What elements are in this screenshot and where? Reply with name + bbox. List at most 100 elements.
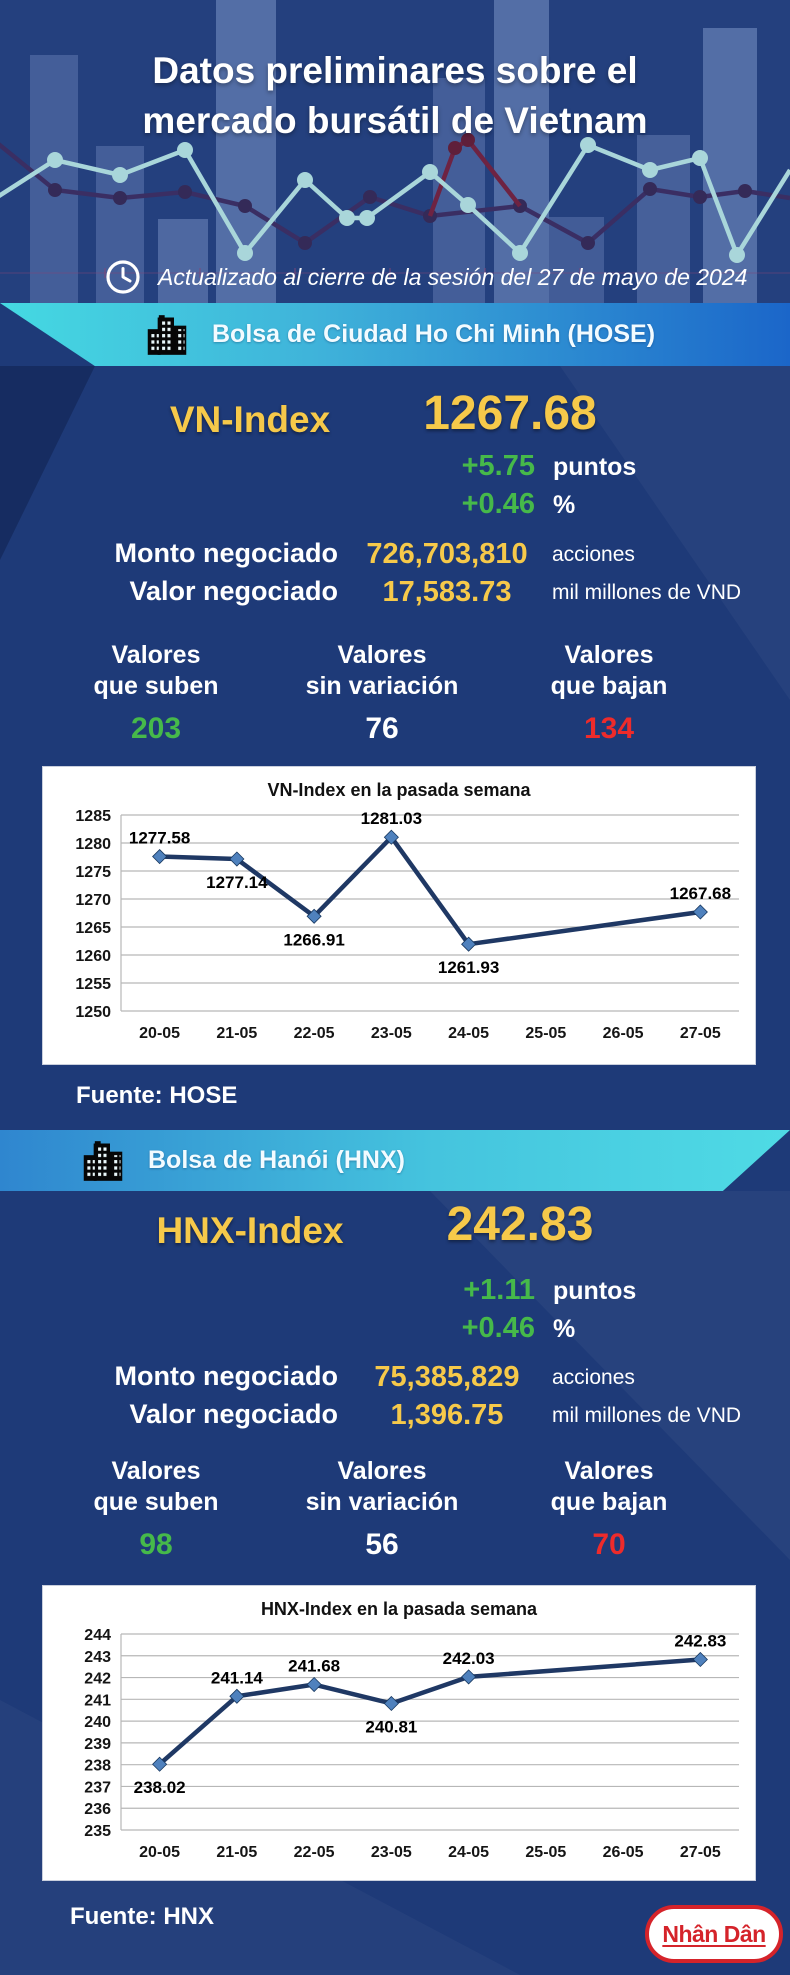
vn-change-points-row: +5.75 puntos xyxy=(415,450,755,483)
vn-stats-row: Valores que suben 203 Valores sin variac… xyxy=(0,640,790,780)
vn-volume-label: Monto negociado xyxy=(114,538,338,568)
svg-text:239: 239 xyxy=(84,1736,111,1753)
vn-volume-unit: acciones xyxy=(552,543,635,566)
svg-text:1255: 1255 xyxy=(75,976,111,993)
vn-change-points-unit: puntos xyxy=(553,453,637,481)
vn-turnover-value: 17,583.73 xyxy=(382,576,512,608)
svg-text:241: 241 xyxy=(84,1692,111,1709)
svg-text:241.14: 241.14 xyxy=(211,1668,264,1687)
svg-text:236: 236 xyxy=(84,1801,111,1818)
decor-teal-line xyxy=(0,137,790,263)
vn-decliners-value: 134 xyxy=(583,712,635,745)
hnx-volume-value: 75,385,829 xyxy=(374,1361,520,1393)
hnx-change-percent: +0.46 xyxy=(461,1312,535,1344)
svg-text:25-05: 25-05 xyxy=(525,1844,566,1861)
hnx-unchanged: Valores sin variación 56 xyxy=(282,1456,482,1562)
hnx-volume-label: Monto negociado xyxy=(114,1361,338,1391)
vn-turnover-unit: mil millones de VND xyxy=(552,581,742,604)
hnx-advancers-value: 98 xyxy=(139,1528,173,1561)
vn-index-weekly-chart: 1250 1255 1260 1265 1270 1275 1280 1285 20-05 21-… xyxy=(75,808,739,1042)
vn-index-label: VN-Index xyxy=(169,399,331,440)
hnx-change-percent-unit: % xyxy=(553,1315,576,1343)
page-title-line2: mercado bursátil de Vietnam xyxy=(142,100,648,141)
hnx-stats-row: Valores que suben 98 Valores sin variaci… xyxy=(0,1456,790,1596)
svg-text:1265: 1265 xyxy=(75,920,111,937)
svg-text:24-05: 24-05 xyxy=(448,1844,489,1861)
svg-text:241.68: 241.68 xyxy=(288,1657,340,1676)
svg-text:242.03: 242.03 xyxy=(443,1649,495,1668)
svg-text:1261.93: 1261.93 xyxy=(438,958,499,977)
svg-text:1277.14: 1277.14 xyxy=(206,873,268,892)
hnx-change-points: +1.11 xyxy=(463,1274,535,1306)
vn-chart-title: VN-Index en la pasada semana xyxy=(267,780,531,800)
building-icon xyxy=(83,1140,123,1181)
hnx-index-chart-card: HNX-Index en la pasada semana 235 236 237 2… xyxy=(42,1585,756,1881)
hose-source: Fuente: HOSE xyxy=(76,1082,238,1109)
hnx-turnover-value: 1,396.75 xyxy=(390,1399,504,1431)
hnx-source: Fuente: HNX xyxy=(70,1903,214,1930)
hnx-index-value: 242.83 xyxy=(446,1198,594,1251)
hose-banner-label: Bolsa de Ciudad Ho Chi Minh (HOSE) xyxy=(212,320,656,348)
svg-text:1267.68: 1267.68 xyxy=(670,884,731,903)
vn-change-points: +5.75 xyxy=(461,450,535,482)
svg-text:242.83: 242.83 xyxy=(674,1631,726,1650)
hnx-index-weekly-chart: 235 236 237 238 239 240 241 242 243 244 20-05 21-05… xyxy=(84,1627,739,1861)
svg-text:1270: 1270 xyxy=(75,892,111,909)
svg-text:238.02: 238.02 xyxy=(134,1778,186,1797)
svg-text:238: 238 xyxy=(84,1758,111,1775)
vn-volume-row: Monto negociado 726,703,810 acciones xyxy=(0,538,790,574)
vn-change-percent: +0.46 xyxy=(461,488,535,520)
hnx-change-points-row: +1.11 puntos xyxy=(415,1274,755,1307)
svg-text:1250: 1250 xyxy=(75,1004,111,1021)
svg-text:1277.58: 1277.58 xyxy=(129,829,190,848)
svg-text:1281.03: 1281.03 xyxy=(361,809,422,828)
hnx-volume-unit: acciones xyxy=(552,1366,635,1389)
svg-text:23-05: 23-05 xyxy=(371,1844,412,1861)
hnx-decliners-value: 70 xyxy=(592,1528,626,1561)
svg-text:243: 243 xyxy=(84,1649,111,1666)
hnx-index-label: HNX-Index xyxy=(156,1210,344,1251)
page-title-line1: Datos preliminares sobre el xyxy=(152,50,638,91)
hnx-change-percent-row: +0.46 % xyxy=(415,1312,755,1345)
hnx-change-points-unit: puntos xyxy=(553,1277,637,1305)
vn-index-chart-card: VN-Index en la pasada semana 1250 1255 126… xyxy=(42,766,756,1065)
vn-change-percent-unit: % xyxy=(553,491,576,519)
nhan-dan-logo-text: Nhân Dân xyxy=(662,1920,766,1947)
header-chart-decoration xyxy=(0,0,790,303)
svg-text:240.81: 240.81 xyxy=(365,1717,417,1736)
svg-text:27-05: 27-05 xyxy=(680,1844,721,1861)
svg-text:22-05: 22-05 xyxy=(294,1025,335,1042)
nhan-dan-logo: Nhân Dân xyxy=(645,1905,783,1963)
vn-index-value: 1267.68 xyxy=(423,387,597,440)
svg-text:1260: 1260 xyxy=(75,948,111,965)
svg-text:1266.91: 1266.91 xyxy=(283,930,344,949)
svg-text:21-05: 21-05 xyxy=(216,1844,257,1861)
hnx-volume-row: Monto negociado 75,385,829 acciones xyxy=(0,1361,790,1397)
vn-change-percent-row: +0.46 % xyxy=(415,488,755,521)
svg-text:26-05: 26-05 xyxy=(603,1844,644,1861)
page-title: Datos preliminares sobre el mercado burs… xyxy=(0,46,790,146)
svg-text:237: 237 xyxy=(84,1779,111,1796)
hose-banner: Bolsa de Ciudad Ho Chi Minh (HOSE) xyxy=(0,303,790,366)
decor-axis-ticks xyxy=(0,268,790,278)
vn-advancers: Valores que suben 203 xyxy=(56,640,256,746)
svg-text:25-05: 25-05 xyxy=(525,1025,566,1042)
svg-text:21-05: 21-05 xyxy=(216,1025,257,1042)
vn-advancers-value: 203 xyxy=(130,712,182,745)
hnx-turnover-unit: mil millones de VND xyxy=(552,1404,742,1427)
svg-text:1285: 1285 xyxy=(75,808,111,825)
updated-row: Actualizado al cierre de la sesión del 2… xyxy=(104,256,764,298)
vn-decliners: Valores que bajan 134 xyxy=(509,640,709,746)
updated-note: Actualizado al cierre de la sesión del 2… xyxy=(158,263,748,290)
svg-text:27-05: 27-05 xyxy=(680,1025,721,1042)
svg-text:240: 240 xyxy=(84,1714,111,1731)
svg-text:1280: 1280 xyxy=(75,836,111,853)
vn-volume-value: 726,703,810 xyxy=(366,538,528,570)
svg-text:22-05: 22-05 xyxy=(294,1844,335,1861)
hnx-banner: Bolsa de Hanói (HNX) xyxy=(0,1130,790,1191)
svg-text:235: 235 xyxy=(84,1823,111,1840)
decor-purple-line xyxy=(0,142,790,250)
svg-text:24-05: 24-05 xyxy=(448,1025,489,1042)
svg-text:1275: 1275 xyxy=(75,864,111,881)
